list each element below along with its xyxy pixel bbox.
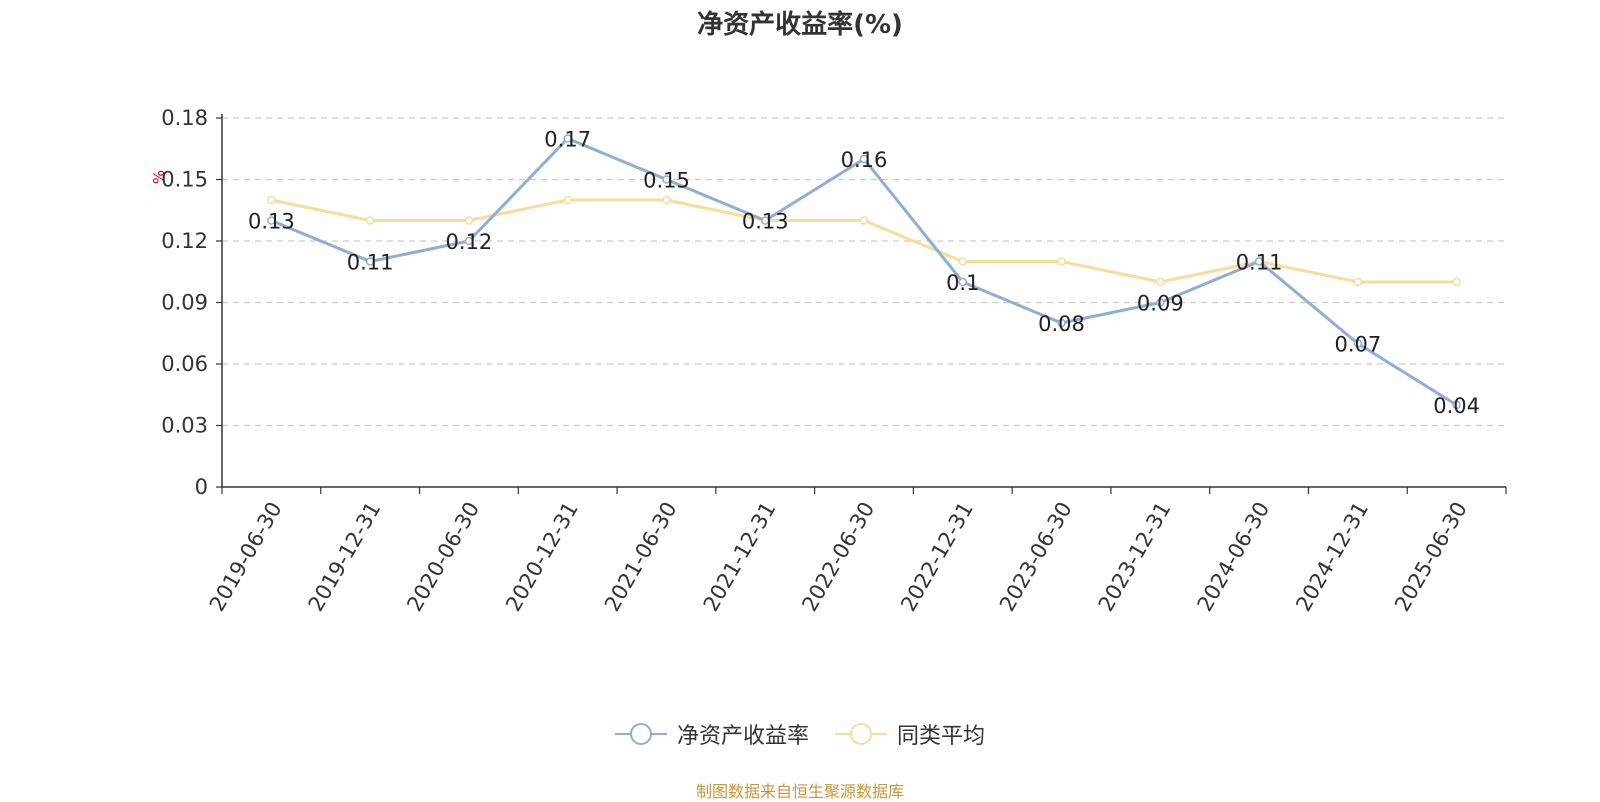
data-point-0 [859,154,869,164]
data-label: 0.09 [1137,292,1184,316]
data-point-0 [267,216,276,225]
x-tick-label: 2022-12-31 [896,498,978,616]
data-label: 0.17 [544,128,591,152]
y-tick-label: 0.03 [161,414,208,438]
data-point-1 [1156,277,1165,287]
data-point-1 [662,195,671,205]
x-tick-label: 2023-06-30 [995,498,1077,616]
data-point-0 [662,175,671,184]
x-tick-label: 2023-12-31 [1094,498,1176,616]
legend-label-peer-average: 同类平均 [897,724,986,749]
data-point-1 [563,195,572,205]
data-point-0 [365,257,375,266]
data-point-0 [464,236,474,246]
y-tick-label: 0.15 [161,168,208,192]
x-tick-label: 2024-12-31 [1291,498,1373,616]
data-point-0 [1057,318,1066,328]
data-point-0 [958,277,968,287]
series-layer [267,134,1461,410]
data-point-0 [1353,339,1363,348]
x-tick-label: 2024-06-30 [1193,498,1275,616]
data-label: 0.11 [347,251,394,275]
data-point-0 [563,134,572,143]
data-labels: 0.13 0.11 0.12 0.17 0.15 0.13 0.16 0.1 0.08 0.09 0… [248,128,1480,419]
data-point-0 [1452,400,1461,410]
data-label: 0.1 [946,271,979,295]
data-point-1 [958,257,968,266]
y-tick-label: 0 [195,475,208,499]
data-label: 0.08 [1038,312,1085,336]
y-tick-label: 0.12 [161,229,208,253]
data-point-1 [1452,277,1461,287]
data-label: 0.12 [446,230,493,254]
data-point-1 [1057,257,1066,266]
y-tick-label: 0.18 [161,106,208,130]
x-tick-label: 2020-12-31 [501,498,583,616]
data-label: 0.07 [1334,333,1381,357]
data-point-0 [1156,298,1165,307]
y-tick-label: 0.09 [161,291,208,315]
data-label: 0.13 [248,210,295,234]
y-tick-label: 0.06 [161,352,208,376]
data-label: 0.15 [643,169,690,193]
data-source-note: 制图数据来自恒生聚源数据库 [695,782,904,801]
data-point-1 [1353,277,1363,287]
legend-label-roe: 净资产收益率 [676,724,809,749]
data-point-0 [1254,257,1264,266]
x-tick-label: 2021-06-30 [600,498,682,616]
legend-item-roe[interactable]: 净资产收益率 [614,718,809,750]
data-point-1 [267,195,276,205]
x-tick-label: 2019-12-31 [304,498,386,616]
legend-item-peer-average[interactable]: 同类平均 [835,718,985,750]
x-tick-label: 2025-06-30 [1390,498,1472,616]
data-label: 0.11 [1236,251,1283,275]
x-tick-label: 2021-12-31 [699,498,781,616]
grid-lines [222,117,1506,427]
data-point-1 [859,216,869,225]
data-point-1 [464,216,474,225]
legend-swatch-peer-average-icon [835,723,887,745]
chart-title: 净资产收益率(%) [697,10,903,40]
data-label: 0.04 [1433,394,1480,418]
x-tick-label: 2022-06-30 [797,498,879,616]
x-tick-label: 2020-06-30 [402,498,484,616]
data-label: 0.13 [742,210,789,234]
x-tick-label: 2019-06-30 [205,498,287,616]
data-point-1 [365,216,375,225]
data-point-0 [760,216,770,225]
data-label: 0.16 [841,148,888,172]
legend-swatch-roe-icon [614,723,667,745]
axes: 0 0.03 0.06 0.09 0.12 0.15 0.18 2019-06-30 2019-… [161,106,1507,616]
legend: 净资产收益率 同类平均 [0,718,1600,750]
